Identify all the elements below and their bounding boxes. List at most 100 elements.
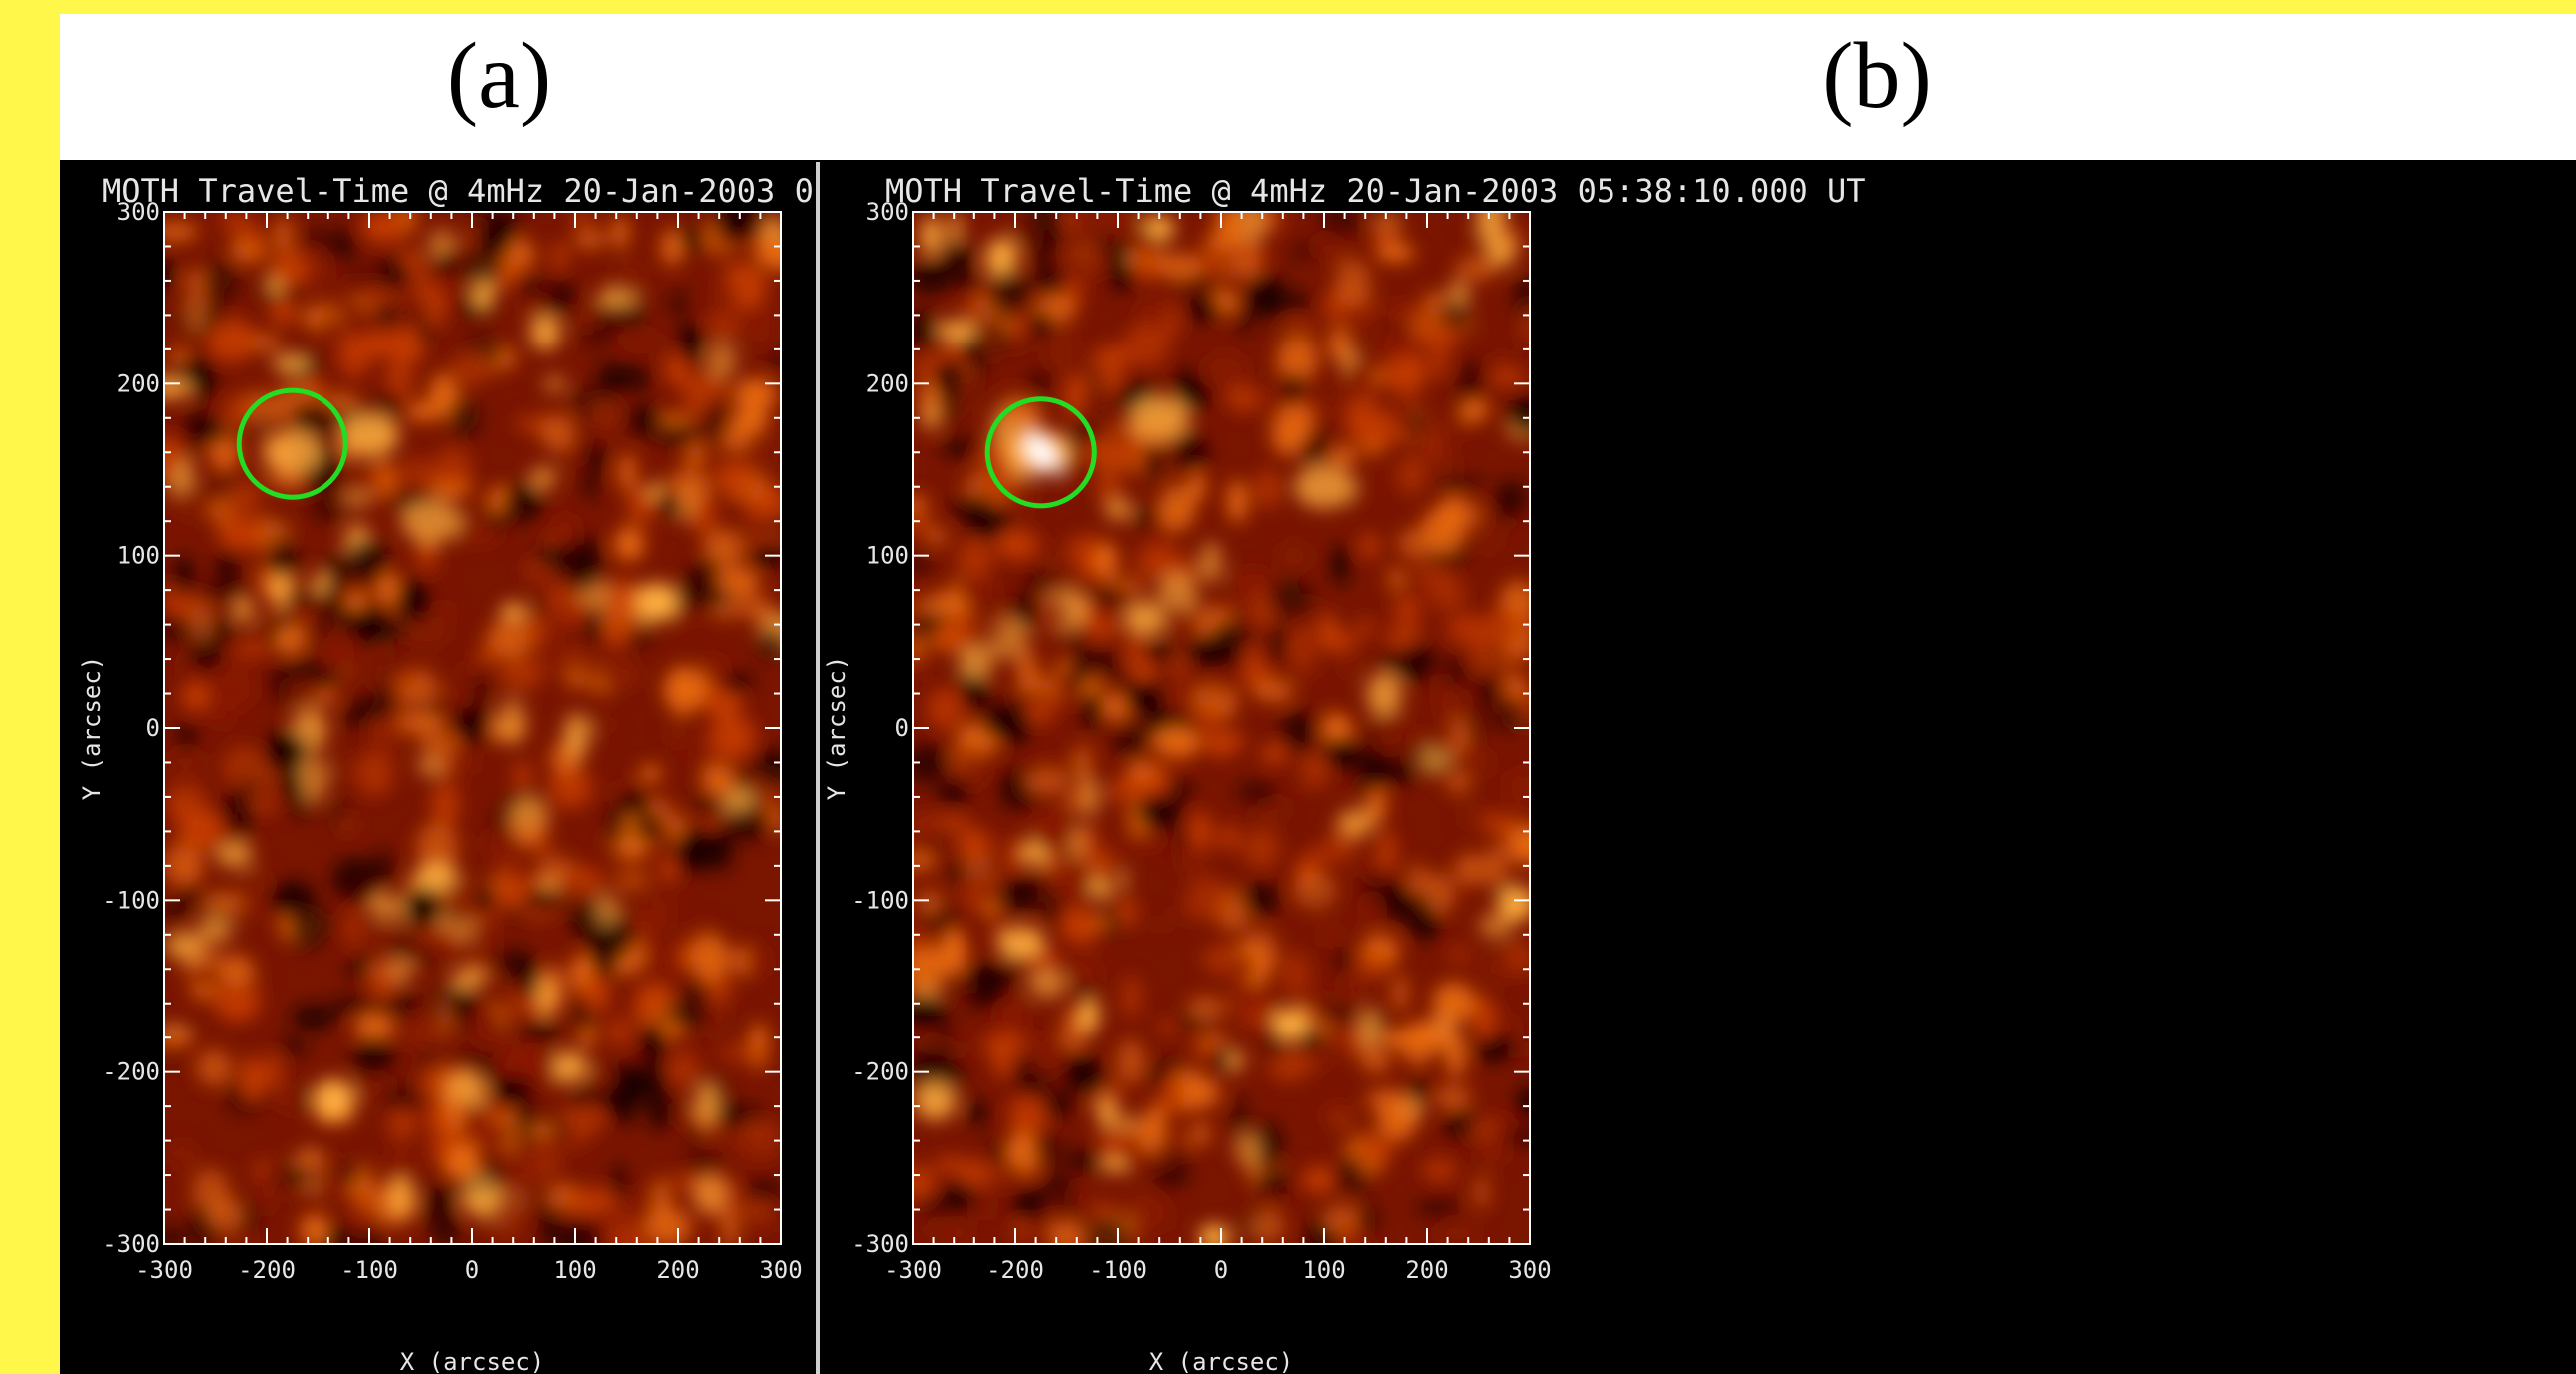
x-tick-label: -200 (238, 1256, 296, 1284)
heatmap-cell (313, 631, 357, 671)
heatmap-cell (1356, 1202, 1378, 1238)
heatmap-cell (420, 1183, 442, 1231)
heatmap-cell (1331, 544, 1350, 586)
heatmap-cell (437, 1181, 455, 1222)
heatmap-cell (343, 906, 363, 950)
x-tick-label: 0 (465, 1256, 479, 1284)
heatmap-cell (1414, 428, 1439, 453)
heatmap-cell (1387, 566, 1405, 591)
heatmap-cell (219, 212, 253, 232)
heatmap-cell (273, 574, 291, 609)
heatmap-cell (375, 254, 410, 293)
y-tick-label: 100 (117, 542, 160, 570)
heatmap-cell (275, 625, 306, 655)
heatmap-cell (470, 1003, 501, 1048)
y-tick-label: 300 (866, 198, 909, 226)
heatmap-cell (1366, 1089, 1408, 1110)
heatmap-cell (654, 494, 684, 517)
heatmap-cell (1124, 1149, 1171, 1172)
heatmap-cell (515, 820, 542, 847)
heatmap-cell (196, 917, 233, 945)
heatmap-cell (1434, 1085, 1472, 1109)
heatmap-cell (926, 526, 948, 547)
heatmap-cell (987, 271, 1030, 316)
heatmap-cell (1354, 950, 1390, 980)
heatmap-cell (721, 1206, 739, 1244)
heatmap-cell (960, 675, 989, 711)
heatmap-cell (543, 375, 566, 393)
heatmap-cell (1367, 786, 1387, 824)
heatmap-cell (1328, 328, 1349, 361)
heatmap-cell (489, 947, 532, 978)
heatmap-cell (539, 873, 560, 895)
heatmap-cell (1280, 951, 1311, 997)
heatmap-cell (618, 452, 637, 492)
heatmap-cell (425, 931, 456, 957)
heatmap-cell (423, 557, 445, 576)
heatmap-cell (995, 528, 1037, 561)
heatmap-cell (1254, 469, 1281, 509)
heatmap-cell (304, 230, 325, 248)
heatmap-cell (962, 860, 1003, 905)
heatmap-cell (754, 241, 778, 265)
heatmap-cell (502, 483, 543, 522)
heatmap-cell (1187, 996, 1224, 1023)
heatmap-cell (913, 852, 936, 872)
heatmap-cell (1245, 1211, 1285, 1243)
heatmap-cell (1342, 643, 1359, 683)
heatmap-cell (573, 212, 592, 226)
heatmap-cell (1043, 329, 1079, 373)
heatmap-cell (1009, 212, 1045, 252)
heatmap-cell (602, 612, 630, 648)
heatmap-cell (217, 517, 265, 551)
heatmap-cell (283, 676, 321, 705)
heatmap-cell (913, 511, 931, 535)
heatmap-cell (203, 892, 243, 916)
heatmap-cell (936, 1022, 954, 1045)
heatmap-cell (940, 928, 967, 975)
heatmap-cell (527, 1135, 568, 1165)
heatmap-cell (639, 765, 662, 783)
heatmap-cell (169, 933, 205, 961)
heatmap-cell (1463, 1117, 1498, 1142)
heatmap-cell (1424, 291, 1445, 315)
heatmap-cell (1007, 689, 1056, 707)
heatmap-cell (1253, 681, 1295, 703)
heatmap-cell (1039, 754, 1078, 773)
heatmap-cell (543, 646, 590, 675)
heatmap-cell (368, 647, 390, 694)
heatmap-cell (1454, 853, 1488, 887)
heatmap-cell (572, 305, 606, 332)
heatmap-cell (433, 447, 473, 491)
heatmap-cell (1478, 912, 1514, 940)
heatmap-cell (669, 289, 688, 319)
heatmap-cell (959, 279, 977, 297)
heatmap-cell (164, 843, 203, 886)
heatmap-cell (1344, 355, 1376, 400)
heatmap-cell (1301, 1166, 1341, 1194)
heatmap-cell (1286, 627, 1316, 669)
heatmap-cell (1299, 751, 1330, 790)
y-tick-labels-b: -300 -200 -100 0 100 200 300 (851, 198, 909, 1258)
heatmap-cell (589, 397, 615, 424)
heatmap-cell (214, 663, 257, 712)
heatmap-cell (972, 1196, 993, 1221)
heatmap-cell (982, 1162, 1030, 1191)
x-tick-label: -300 (135, 1256, 193, 1284)
heatmap-cell (937, 378, 963, 424)
heatmap-cell (1198, 704, 1220, 729)
heatmap-cell (648, 1092, 674, 1131)
heatmap-cell (674, 827, 713, 874)
heatmap-cell (361, 212, 407, 244)
heatmap-cell (388, 1177, 415, 1218)
heatmap-cell (386, 1145, 416, 1191)
heatmap-feature (1129, 395, 1190, 440)
heatmap-cell (332, 856, 377, 903)
heatmap-cell (966, 1101, 989, 1124)
heatmap-cell (967, 506, 1013, 540)
heatmap-cell (720, 673, 753, 694)
heatmap-cell (1170, 434, 1211, 470)
heatmap-cell (693, 1175, 728, 1215)
heatmap-cell (290, 401, 337, 438)
y-tick-label: -100 (102, 886, 160, 914)
